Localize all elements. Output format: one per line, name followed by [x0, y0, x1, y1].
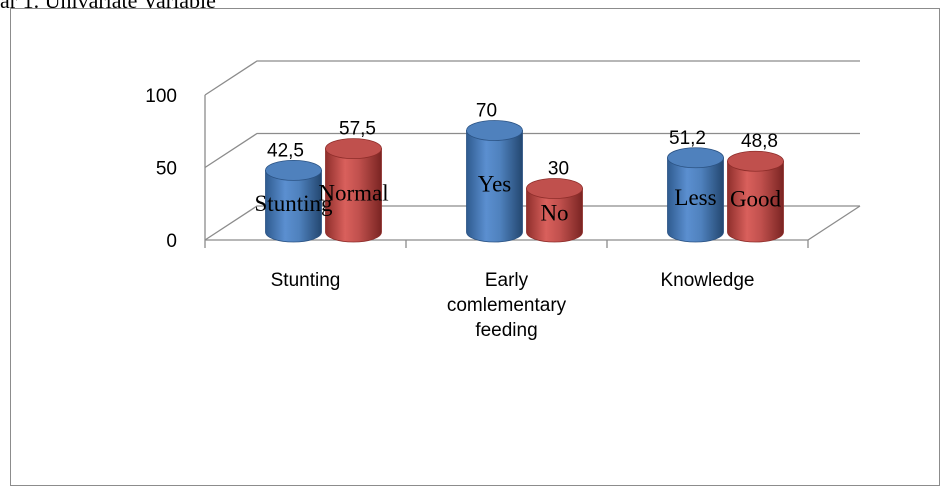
gridline	[204, 60, 860, 96]
y-tick-label: 100	[145, 86, 177, 107]
labels: 42,5 Stunting 57,5 Normal 70 Yes 30 No 51,2 Less 4…	[255, 101, 782, 226]
x-category-label: comlementary	[447, 295, 567, 316]
bar-blue	[667, 147, 724, 243]
y-tick-label: 50	[156, 159, 177, 180]
x-category-label: Knowledge	[660, 270, 754, 291]
x-category-label: Stunting	[271, 270, 341, 291]
axes: 0 50 100 Stunting Early comlementary feeding Kn…	[145, 86, 861, 341]
bar-body	[727, 160, 784, 243]
bars	[265, 120, 784, 243]
value-label: 51,2	[669, 128, 706, 149]
bar-top	[325, 138, 382, 160]
bar-body	[325, 148, 382, 243]
bar-blue	[265, 159, 322, 243]
y-tick-label: 0	[166, 231, 177, 252]
gridline	[204, 132, 860, 169]
bar-body	[667, 157, 724, 243]
bar-inner-label: Normal	[318, 180, 388, 205]
bar-top	[466, 120, 523, 141]
bar-inner-label: No	[540, 200, 568, 225]
gridline	[204, 205, 860, 241]
value-label: 70	[476, 101, 497, 122]
bar-inner-label: Yes	[478, 171, 512, 196]
x-category-label: Early	[485, 270, 529, 291]
x-category-label: feeding	[475, 320, 537, 341]
bar-blue	[466, 120, 523, 243]
bar-body	[526, 188, 583, 243]
value-label: 48,8	[741, 131, 778, 152]
bar-top	[667, 147, 724, 169]
value-label: 42,5	[267, 140, 304, 161]
bar-body	[265, 169, 322, 243]
figure-caption: ar 1. Univariate Variable	[0, 0, 216, 13]
bar-red	[325, 138, 382, 243]
bar-red	[727, 150, 784, 243]
bar-red	[526, 178, 583, 243]
value-label: 30	[548, 159, 569, 180]
value-label: 57,5	[339, 119, 376, 140]
bar-body	[466, 130, 523, 243]
grid-lines	[204, 60, 860, 241]
bar-inner-label: Good	[730, 187, 782, 212]
bar-top	[265, 159, 322, 181]
bar-top	[727, 150, 784, 172]
bar-top	[526, 178, 583, 199]
bar-inner-label: Less	[674, 185, 716, 210]
bar-inner-label: Stunting	[255, 191, 333, 216]
